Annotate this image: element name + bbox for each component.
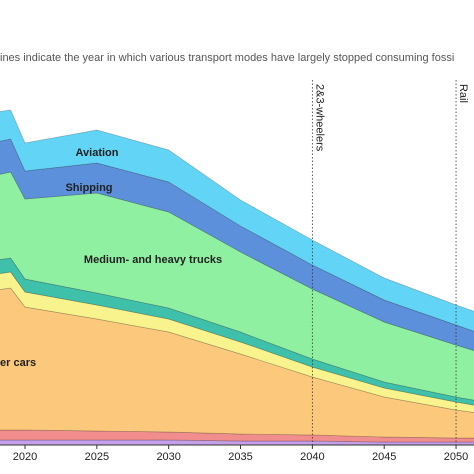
area xyxy=(0,109,474,332)
area xyxy=(0,138,474,351)
x-tick-label: 2035 xyxy=(228,451,252,463)
area xyxy=(0,257,474,406)
annotation-label: 2&3-wheelers xyxy=(313,84,325,152)
x-tick-label: 2040 xyxy=(300,451,324,463)
plot-area xyxy=(0,109,474,445)
series-label: Shipping xyxy=(65,182,112,194)
x-tick-label: 2045 xyxy=(372,451,396,463)
series-label: Aviation xyxy=(76,147,119,159)
x-tick-label: 2050 xyxy=(444,451,468,463)
x-tick-label: 2030 xyxy=(156,451,180,463)
series-label: Medium- and heavy trucks xyxy=(84,254,222,266)
x-tick-label: 2025 xyxy=(85,451,109,463)
area xyxy=(0,287,474,439)
x-tick-label: 2020 xyxy=(13,451,37,463)
area xyxy=(0,171,474,401)
chart-subtitle: ines indicate the year in which various … xyxy=(0,52,454,64)
series-label: er cars xyxy=(0,357,36,369)
annotation-label: Rail xyxy=(457,84,469,103)
area xyxy=(0,429,474,443)
